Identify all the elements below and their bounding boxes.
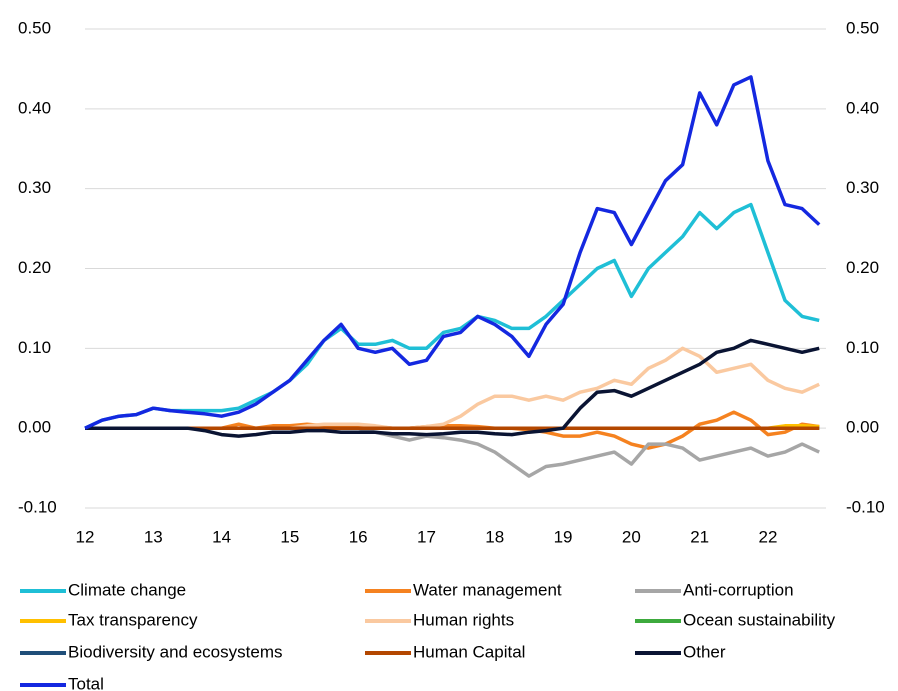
legend-label: Anti-corruption <box>683 580 794 599</box>
legend-label: Biodiversity and ecosystems <box>68 642 282 661</box>
series-line <box>85 346 820 430</box>
y-tick-label: 0.40 <box>18 98 51 117</box>
series-line <box>85 338 820 438</box>
legend-label: Ocean sustainability <box>683 610 836 629</box>
x-tick-label: 20 <box>622 527 641 546</box>
legend-label: Climate change <box>68 580 186 599</box>
x-tick-label: 22 <box>758 527 777 546</box>
legend-label: Human Capital <box>413 642 525 661</box>
series-line <box>84 75 821 430</box>
y-tick-label: 0.50 <box>18 18 51 37</box>
x-tick-label: 13 <box>144 527 163 546</box>
y2-tick-label: -0.10 <box>846 497 885 516</box>
y-tick-label: -0.10 <box>18 497 57 516</box>
legend-label: Water management <box>413 580 562 599</box>
x-tick-label: 18 <box>485 527 504 546</box>
legend-label: Total <box>68 674 104 691</box>
y2-tick-label: 0.30 <box>846 178 879 197</box>
y2-tick-label: 0.10 <box>846 338 879 357</box>
y2-tick-label: 0.50 <box>846 18 879 37</box>
y2-tick-label: 0.20 <box>846 258 879 277</box>
series-line <box>84 202 820 430</box>
x-tick-label: 21 <box>690 527 709 546</box>
legend-label: Tax transparency <box>68 610 198 629</box>
y-tick-label: 0.00 <box>18 418 51 437</box>
y-tick-label: 0.30 <box>18 178 51 197</box>
y2-tick-label: 0.40 <box>846 98 879 117</box>
x-tick-label: 16 <box>349 527 368 546</box>
x-tick-label: 17 <box>417 527 436 546</box>
x-tick-label: 14 <box>212 527 231 546</box>
y2-tick-label: 0.00 <box>846 418 879 437</box>
y-tick-label: 0.10 <box>18 338 51 357</box>
x-tick-label: 19 <box>554 527 573 546</box>
legend-label: Other <box>683 642 726 661</box>
x-tick-label: 12 <box>76 527 95 546</box>
y-tick-label: 0.20 <box>18 258 51 277</box>
series-line <box>85 426 820 478</box>
legend-label: Human rights <box>413 610 514 629</box>
x-tick-label: 15 <box>280 527 299 546</box>
